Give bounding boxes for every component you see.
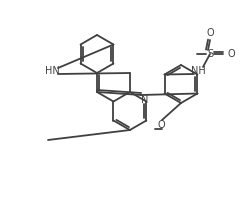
Text: O: O (205, 28, 213, 38)
Text: O: O (226, 49, 234, 59)
Text: O: O (156, 120, 164, 130)
Text: HN: HN (44, 66, 59, 76)
Text: S: S (206, 49, 212, 59)
Text: NH: NH (190, 66, 205, 76)
Text: N: N (141, 95, 148, 105)
